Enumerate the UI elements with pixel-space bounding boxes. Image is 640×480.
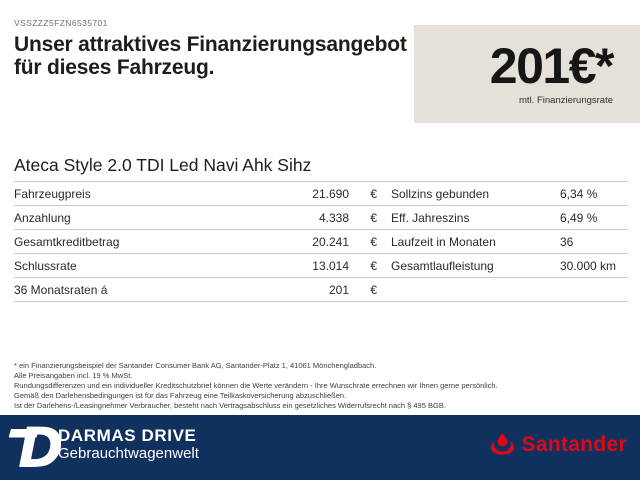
monthly-rate-box: 201€* mtl. Finanzierungsrate [414,25,640,123]
row-value: 20.241 [312,234,349,249]
row-value: 13.014 [312,258,349,273]
row-label-right: Gesamtlaufleistung [391,258,494,273]
row-value-right: 6,49 % [560,210,598,225]
row-value-right: 30.000 km [560,258,617,273]
dealer-wordmark: DARMAS DRIVE Gebrauchtwagenwelt [58,426,199,463]
row-unit: € [370,258,377,273]
footnote-line: Gemäß den Darlehensbedingungen ist für d… [14,391,347,400]
dealer-subtitle: Gebrauchtwagenwelt [58,445,199,462]
row-label-right: Laufzeit in Monaten [391,234,496,249]
row-value: 4.338 [318,210,349,225]
row-label-right: Sollzins gebunden [391,186,490,201]
row-label: Schlussrate [14,258,77,273]
dealer-name: DARMAS DRIVE [58,426,197,445]
vehicle-vin: VSSZZZ5FZN6535701 [14,18,108,28]
row-value: 201 [328,282,349,297]
row-unit: € [370,282,377,297]
row-value-right: 6,34 % [560,186,598,201]
row-unit: € [370,186,377,201]
table-row: Schlussrate 13.014 € Gesamtlaufleistung … [14,254,628,278]
row-label: 36 Monatsraten á [14,282,108,297]
offer-headline: Unser attraktives Finanzierungsangebot f… [14,33,414,79]
financing-table: Ateca Style 2.0 TDI Led Navi Ahk Sihz Fa… [14,155,628,302]
offer-headline-line2: für dieses Fahrzeug. [14,56,215,79]
row-label: Fahrzeugpreis [14,186,91,201]
table-row: Fahrzeugpreis 21.690 € Sollzins gebunden… [14,182,628,206]
vehicle-title: Ateca Style 2.0 TDI Led Navi Ahk Sihz [14,155,628,182]
santander-logo: Santander [489,432,627,457]
svg-text:D: D [18,420,61,470]
santander-wordmark: Santander [521,432,627,456]
table-row: 36 Monatsraten á 201 € [14,278,628,302]
footnote-line: Alle Preisangaben incl. 19 % MwSt. [14,371,133,380]
row-unit: € [370,234,377,249]
footnote-line: Ist der Darlehens-/Leasingnehmer Verbrau… [14,401,446,410]
footnote-line: * ein Finanzierungsbeispiel der Santande… [14,361,377,370]
monthly-rate-caption: mtl. Finanzierungsrate [519,95,613,106]
row-unit: € [370,210,377,225]
row-label: Gesamtkreditbetrag [14,234,120,249]
row-value-right: 36 [560,234,574,249]
footnote-line: Rundungsdifferenzen und ein individuelle… [14,381,498,390]
row-label-right: Eff. Jahreszins [391,210,470,225]
table-row: Anzahlung 4.338 € Eff. Jahreszins 6,49 % [14,206,628,230]
offer-headline-line1: Unser attraktives Finanzierungsangebot [14,33,407,56]
footer-bar: D DARMAS DRIVE Gebrauchtwagenwelt Santan… [0,415,640,480]
santander-flame-icon [489,432,516,457]
monthly-rate-amount: 201€* [489,38,615,94]
darmas-drive-logo-icon: D [8,416,64,480]
row-value: 21.690 [312,186,349,201]
legal-footnotes: * ein Finanzierungsbeispiel der Santande… [14,361,626,411]
table-row: Gesamtkreditbetrag 20.241 € Laufzeit in … [14,230,628,254]
row-label: Anzahlung [14,210,71,225]
